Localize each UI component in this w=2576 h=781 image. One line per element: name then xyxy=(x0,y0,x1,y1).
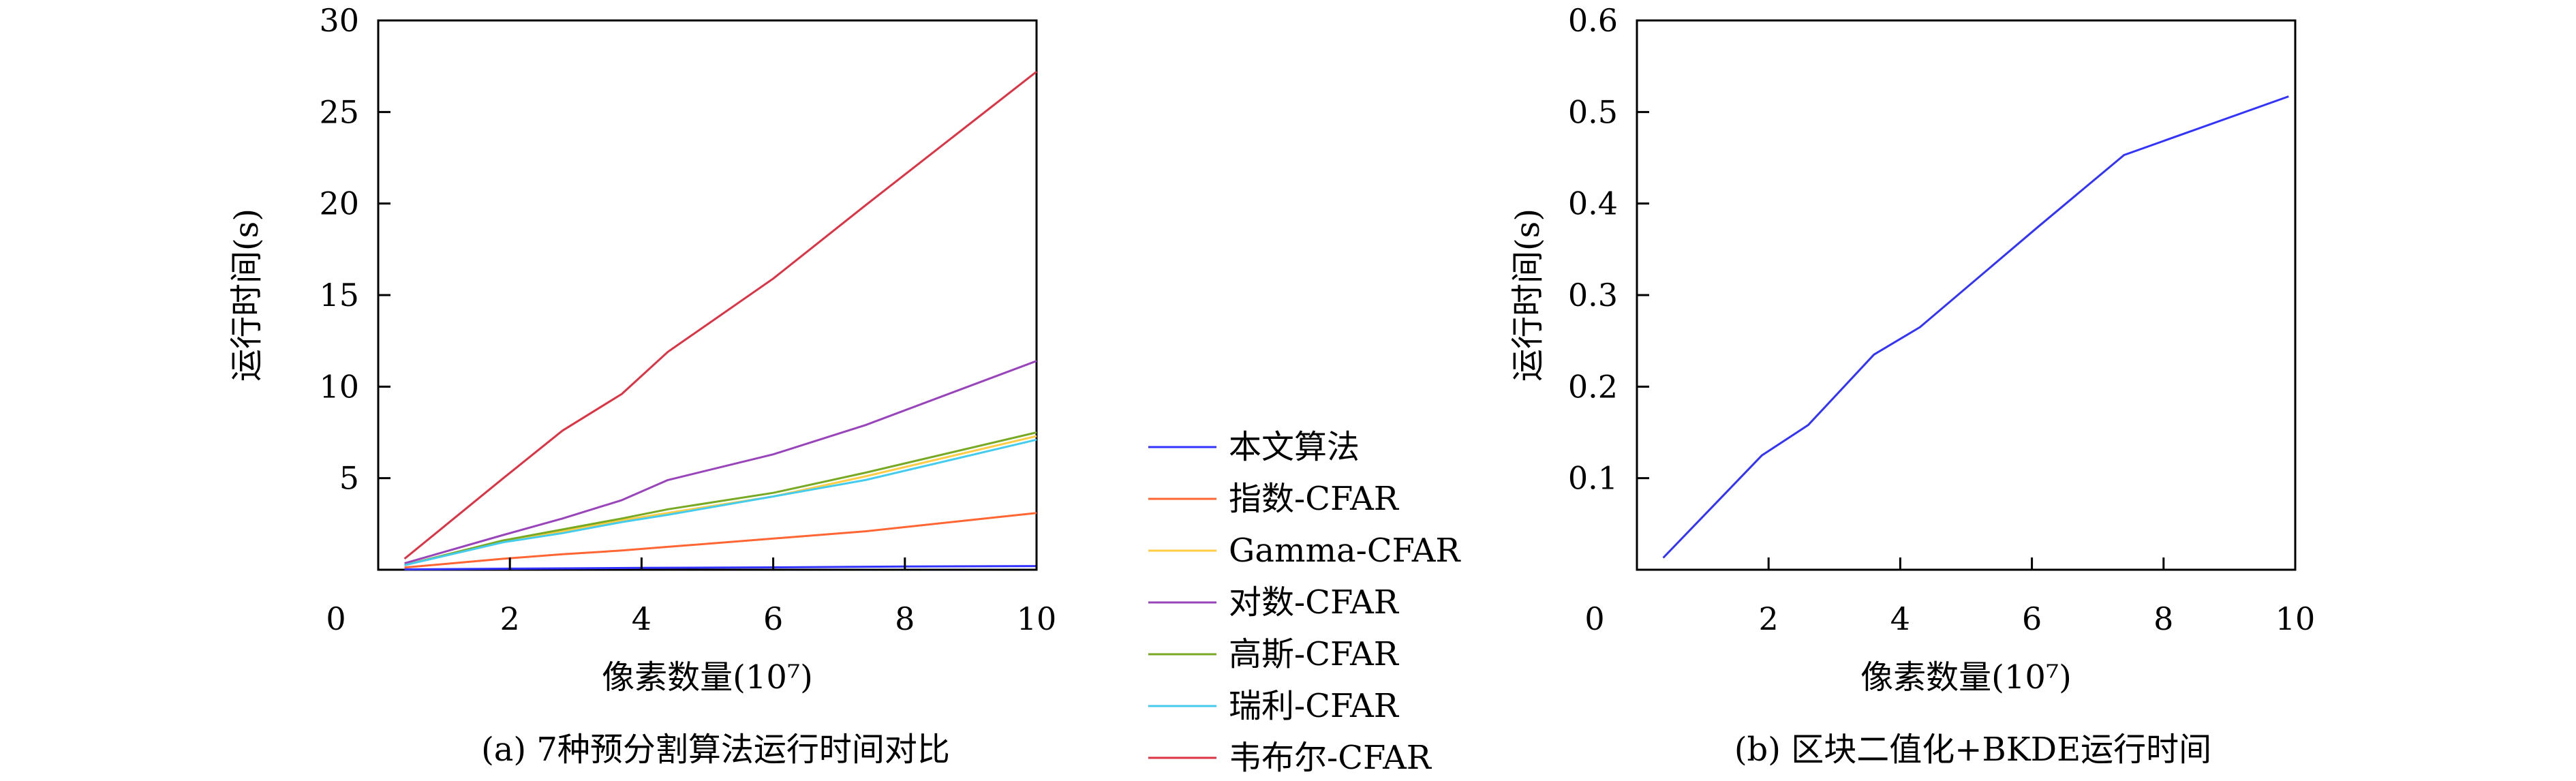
panel-b-y-tick-label: 0.5 xyxy=(1568,93,1618,130)
panel-b-x-tick-label: 10 xyxy=(2275,600,2316,637)
panel-a-chart: 0 2 4 6 8 10 5 10 15 20 25 30 像素数量(10⁷) 运行时间(s) (a… xyxy=(228,2,1056,769)
legend-label: 指数-CFAR xyxy=(1229,480,1400,518)
panel-a-series-line-6 xyxy=(403,71,1037,560)
panel-a-x-tick-label: 6 xyxy=(763,600,783,637)
panel-a-y-tick-label: 10 xyxy=(319,368,359,405)
panel-b-chart: 0 2 4 6 8 10 0.1 0.2 0.3 0.4 0.5 0.6 像素数量(10⁷) 运行时… xyxy=(1509,2,2315,769)
panel-b-caption: (b) 区块二值化+BKDE运行时间 xyxy=(1734,731,2211,769)
legend-label: 韦布尔-CFAR xyxy=(1229,739,1432,777)
panel-a-x-axis-label: 像素数量(10⁷) xyxy=(602,658,813,696)
panel-b-y-tick-label: 0.4 xyxy=(1568,185,1618,222)
legend-label: 瑞利-CFAR xyxy=(1229,687,1400,725)
panel-b-x-tick-label: 4 xyxy=(1890,600,1910,637)
panel-a-series-line-1 xyxy=(404,512,1037,569)
panel-b-series-layer xyxy=(1662,95,2289,559)
panel-a-y-axis-label: 运行时间(s) xyxy=(228,209,266,382)
legend-label: 对数-CFAR xyxy=(1229,583,1400,622)
panel-b-x-tick-label: 0 xyxy=(1584,600,1604,637)
panel-a-series-line-3 xyxy=(404,360,1037,565)
panel-a-y-tick-label: 5 xyxy=(339,460,359,497)
panel-a-series-line-0 xyxy=(404,565,1037,570)
legend-item: Gamma-CFAR xyxy=(1148,532,1461,570)
legend-label: 高斯-CFAR xyxy=(1229,635,1400,673)
panel-b-axes-frame xyxy=(1636,19,2297,571)
panel-a-x-tick-label: 8 xyxy=(895,600,915,637)
panel-a-x-ticks: 0 2 4 6 8 10 xyxy=(326,557,1056,637)
panel-b-x-tick-label: 6 xyxy=(2022,600,2042,637)
panel-a-series-layer xyxy=(403,71,1037,570)
panel-b-plot-area xyxy=(1636,19,2297,571)
legend-item: 对数-CFAR xyxy=(1148,583,1400,622)
legend-item: 高斯-CFAR xyxy=(1148,635,1400,673)
legend-label: 本文算法 xyxy=(1229,428,1360,466)
panel-a-x-tick-label: 4 xyxy=(632,600,651,637)
panel-a-caption: (a) 7种预分割算法运行时间对比 xyxy=(481,731,950,769)
panel-b-y-ticks: 0.1 0.2 0.3 0.4 0.5 0.6 xyxy=(1568,2,1649,497)
panel-a-x-tick-label: 2 xyxy=(500,600,520,637)
panel-a-x-tick-label: 10 xyxy=(1017,600,1057,637)
legend-item: 指数-CFAR xyxy=(1148,480,1400,518)
panel-a-x-tick-label: 0 xyxy=(326,600,346,637)
panel-b-x-tick-label: 2 xyxy=(1759,600,1779,637)
panel-a-y-tick-label: 30 xyxy=(319,2,359,39)
panel-b-y-axis-label: 运行时间(s) xyxy=(1509,209,1547,382)
panel-b-y-tick-label: 0.2 xyxy=(1568,368,1618,405)
panel-a-y-ticks: 5 10 15 20 25 30 xyxy=(319,2,390,497)
legend-item: 本文算法 xyxy=(1148,428,1360,466)
panel-a-y-tick-label: 20 xyxy=(319,185,359,222)
panel-b-series-line-0 xyxy=(1662,95,2289,559)
panel-b-y-tick-label: 0.1 xyxy=(1568,460,1618,497)
panel-b-x-ticks: 0 2 4 6 8 10 xyxy=(1584,557,2315,637)
panel-b-y-tick-label: 0.6 xyxy=(1568,2,1618,39)
legend-item: 瑞利-CFAR xyxy=(1148,687,1400,725)
panel-a-series-line-5 xyxy=(404,438,1037,566)
panel-a-y-tick-label: 25 xyxy=(319,93,359,130)
panel-a-plot-area xyxy=(377,19,1038,571)
panel-b-x-axis-label: 像素数量(10⁷) xyxy=(1860,658,2072,696)
panel-b-x-tick-label: 8 xyxy=(2153,600,2173,637)
legend-item: 韦布尔-CFAR xyxy=(1148,739,1432,777)
panel-a-y-tick-label: 15 xyxy=(319,277,359,313)
legend-label: Gamma-CFAR xyxy=(1229,532,1461,570)
panel-a-series-line-4 xyxy=(404,431,1037,566)
panel-b-y-tick-label: 0.3 xyxy=(1568,277,1618,313)
panel-a-axes-frame xyxy=(377,19,1038,571)
